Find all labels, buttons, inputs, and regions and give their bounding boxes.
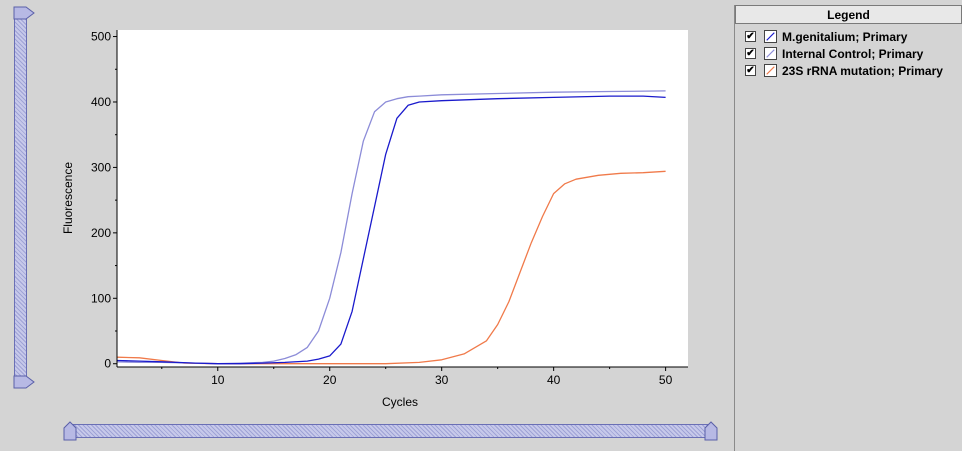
x-tick-label: 20 xyxy=(323,373,337,387)
legend-panel: Legend ✔ M.genitalium; Primary ✔ Interna… xyxy=(734,5,962,451)
y-tick-label: 0 xyxy=(104,357,111,371)
y-tick-label: 200 xyxy=(91,226,111,240)
legend-item-internal-control[interactable]: ✔ Internal Control; Primary xyxy=(735,46,962,63)
legend-label: Internal Control; Primary xyxy=(782,46,923,63)
horizontal-slider-left-handle[interactable] xyxy=(62,420,78,442)
chart-area: 0 100 200 300 400 500 10 20 30 40 50 Fluorescence … xyxy=(0,0,731,451)
series-swatch-icon xyxy=(764,47,777,60)
checkbox-23s-rrna-mutation[interactable]: ✔ xyxy=(745,65,756,76)
horizontal-slider-right-handle[interactable] xyxy=(703,420,719,442)
legend-item-m-genitalium[interactable]: ✔ M.genitalium; Primary xyxy=(735,29,962,46)
horizontal-zoom-slider[interactable] xyxy=(72,424,708,438)
vertical-slider-bottom-handle[interactable] xyxy=(12,375,36,390)
y-tick-label: 100 xyxy=(91,291,111,305)
y-tick-label: 400 xyxy=(91,95,111,109)
y-tick-label: 300 xyxy=(91,160,111,174)
x-tick-label: 30 xyxy=(435,373,449,387)
x-tick-label: 40 xyxy=(547,373,561,387)
x-tick-label: 10 xyxy=(211,373,225,387)
checkbox-internal-control[interactable]: ✔ xyxy=(745,48,756,59)
legend-item-23s-rrna-mutation[interactable]: ✔ 23S rRNA mutation; Primary xyxy=(735,63,962,80)
legend-label: M.genitalium; Primary xyxy=(782,29,907,46)
checkbox-m-genitalium[interactable]: ✔ xyxy=(745,31,756,42)
legend-title: Legend xyxy=(735,5,962,24)
vertical-slider-top-handle[interactable] xyxy=(12,6,36,21)
series-swatch-icon xyxy=(764,30,777,43)
vertical-zoom-slider[interactable] xyxy=(14,18,27,380)
x-axis-label: Cycles xyxy=(382,395,418,409)
y-tick-label: 500 xyxy=(91,30,111,44)
legend-label: 23S rRNA mutation; Primary xyxy=(782,63,943,80)
y-axis-label: Fluorescence xyxy=(61,162,75,234)
series-swatch-icon xyxy=(764,64,777,77)
x-tick-label: 50 xyxy=(659,373,673,387)
plot-background xyxy=(117,30,688,367)
